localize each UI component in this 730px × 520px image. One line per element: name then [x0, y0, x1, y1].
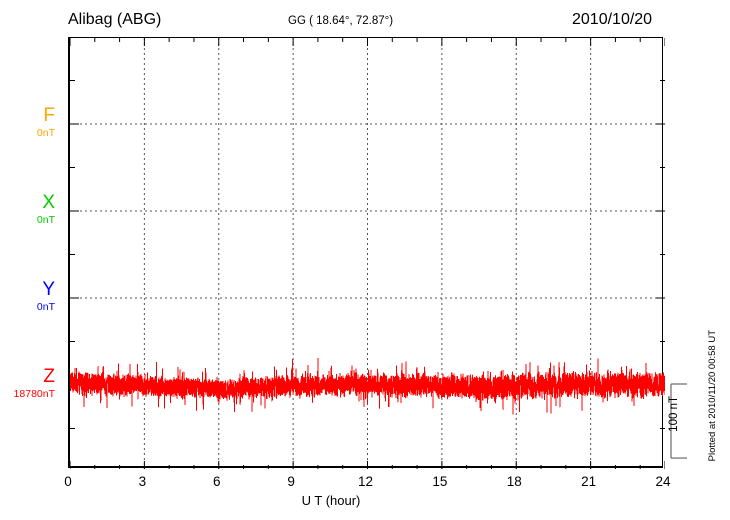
- y-label-Y-symbol: Y: [42, 279, 55, 300]
- station-title: Alibag (ABG): [68, 11, 162, 28]
- x-tick-label: 9: [287, 474, 295, 489]
- observation-date: 2010/10/20: [572, 11, 653, 28]
- y-label-X-value: 0nT: [36, 214, 55, 226]
- x-axis-tick-labels: 0 3 6 9 12 15 18 21 24: [0, 474, 730, 492]
- x-axis-title: U T (hour): [301, 493, 361, 508]
- x-tick-label: 6: [212, 474, 221, 489]
- y-label-X: X 0nT: [37, 193, 55, 226]
- x-tick-label: 0: [64, 474, 72, 489]
- y-label-F-value: 0nT: [36, 127, 55, 139]
- scale-bar: [670, 383, 687, 459]
- scale-bar-label: 100 nT: [668, 396, 680, 432]
- y-label-F: F 0nT: [37, 106, 55, 139]
- y-label-Z-value: 18780nT: [13, 388, 55, 400]
- data-trace-layer: [70, 357, 665, 415]
- x-tick-label: 18: [506, 474, 522, 489]
- y-label-X-symbol: X: [42, 192, 55, 213]
- geographic-coordinates: GG ( 18.64°, 72.87°): [288, 15, 394, 27]
- x-tick-label: 24: [655, 474, 671, 489]
- y-label-Z-symbol: Z: [43, 366, 55, 387]
- x-tick-label: 3: [138, 474, 147, 489]
- x-tick-label: 12: [357, 474, 374, 489]
- y-label-Y-value: 0nT: [36, 301, 55, 313]
- y-label-Z: Z 18780nT: [14, 367, 55, 400]
- plot-area: [68, 37, 665, 469]
- x-tick-label: 21: [581, 474, 597, 489]
- y-label-F-symbol: F: [43, 105, 55, 126]
- plotted-timestamp: Plotted at 2010/11/20 00:58 UT: [707, 330, 718, 462]
- x-tick-label: 15: [432, 474, 448, 489]
- y-label-Y: Y 0nT: [37, 280, 55, 313]
